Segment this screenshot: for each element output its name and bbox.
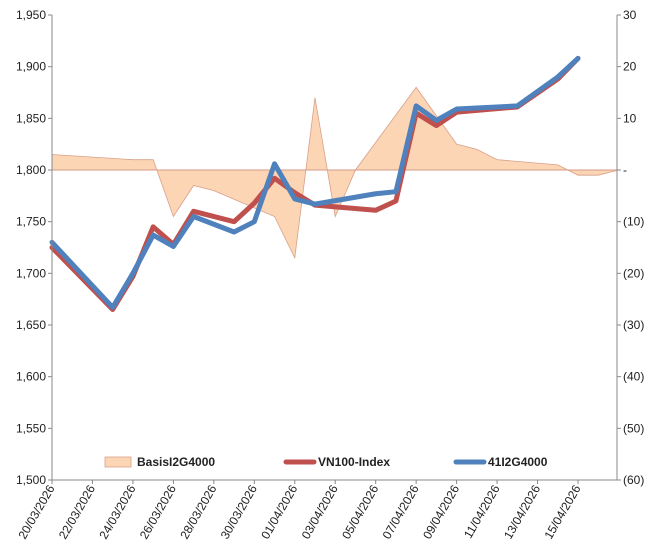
right-tick-label: (40) (623, 370, 644, 384)
x-tick-label: 24/03/2026 (96, 482, 138, 541)
left-tick-label: 1,900 (16, 60, 46, 74)
x-tick-label: 28/03/2026 (177, 482, 219, 541)
x-tick-label: 07/04/2026 (380, 482, 422, 541)
legend-label: BasisI2G4000 (137, 455, 215, 469)
left-tick-label: 1,500 (16, 473, 46, 487)
left-tick-label: 1,600 (16, 370, 46, 384)
left-tick-label: 1,800 (16, 163, 46, 177)
x-tick-label: 11/04/2026 (461, 482, 503, 541)
legend-swatch-basis (104, 456, 132, 468)
x-tick-label: 20/03/2026 (15, 482, 57, 541)
left-tick-label: 1,650 (16, 318, 46, 332)
x-tick-label: 01/04/2026 (258, 482, 300, 541)
x-tick-label: 26/03/2026 (137, 482, 179, 541)
basis-area (51, 86, 619, 260)
right-tick-label: 20 (623, 60, 637, 74)
vn100-index-line (49, 55, 581, 312)
x-tick-label: 30/03/2026 (218, 482, 260, 541)
right-tick-label: - (623, 163, 627, 177)
series-41i2g4000-line (49, 55, 581, 310)
legend-label: VN100-Index (318, 455, 390, 469)
x-tick-label: 03/04/2026 (299, 482, 341, 541)
right-tick-label: (60) (623, 473, 644, 487)
left-tick-label: 1,850 (16, 111, 46, 125)
area-layer (51, 86, 619, 260)
x-tick-label: 15/04/2026 (541, 482, 583, 541)
right-tick-label: (50) (623, 421, 644, 435)
right-tick-label: 10 (623, 111, 637, 125)
legend-label: 41I2G4000 (488, 455, 548, 469)
right-tick-label: 30 (623, 8, 637, 22)
left-tick-label: 1,700 (16, 266, 46, 280)
lines-layer (49, 55, 581, 312)
x-tick-label: 13/04/2026 (501, 482, 543, 541)
x-tick-label: 09/04/2026 (420, 482, 462, 541)
left-tick-label: 1,550 (16, 421, 46, 435)
x-tick-label: 05/04/2026 (339, 482, 381, 541)
left-tick-label: 1,950 (16, 8, 46, 22)
legend: BasisI2G4000 VN100-Index 41I2G4000 (104, 455, 548, 469)
right-tick-label: (30) (623, 318, 644, 332)
x-tick-label: 22/03/2026 (56, 482, 98, 541)
left-tick-label: 1,750 (16, 215, 46, 229)
right-tick-label: (10) (623, 215, 644, 229)
right-tick-label: (20) (623, 266, 644, 280)
